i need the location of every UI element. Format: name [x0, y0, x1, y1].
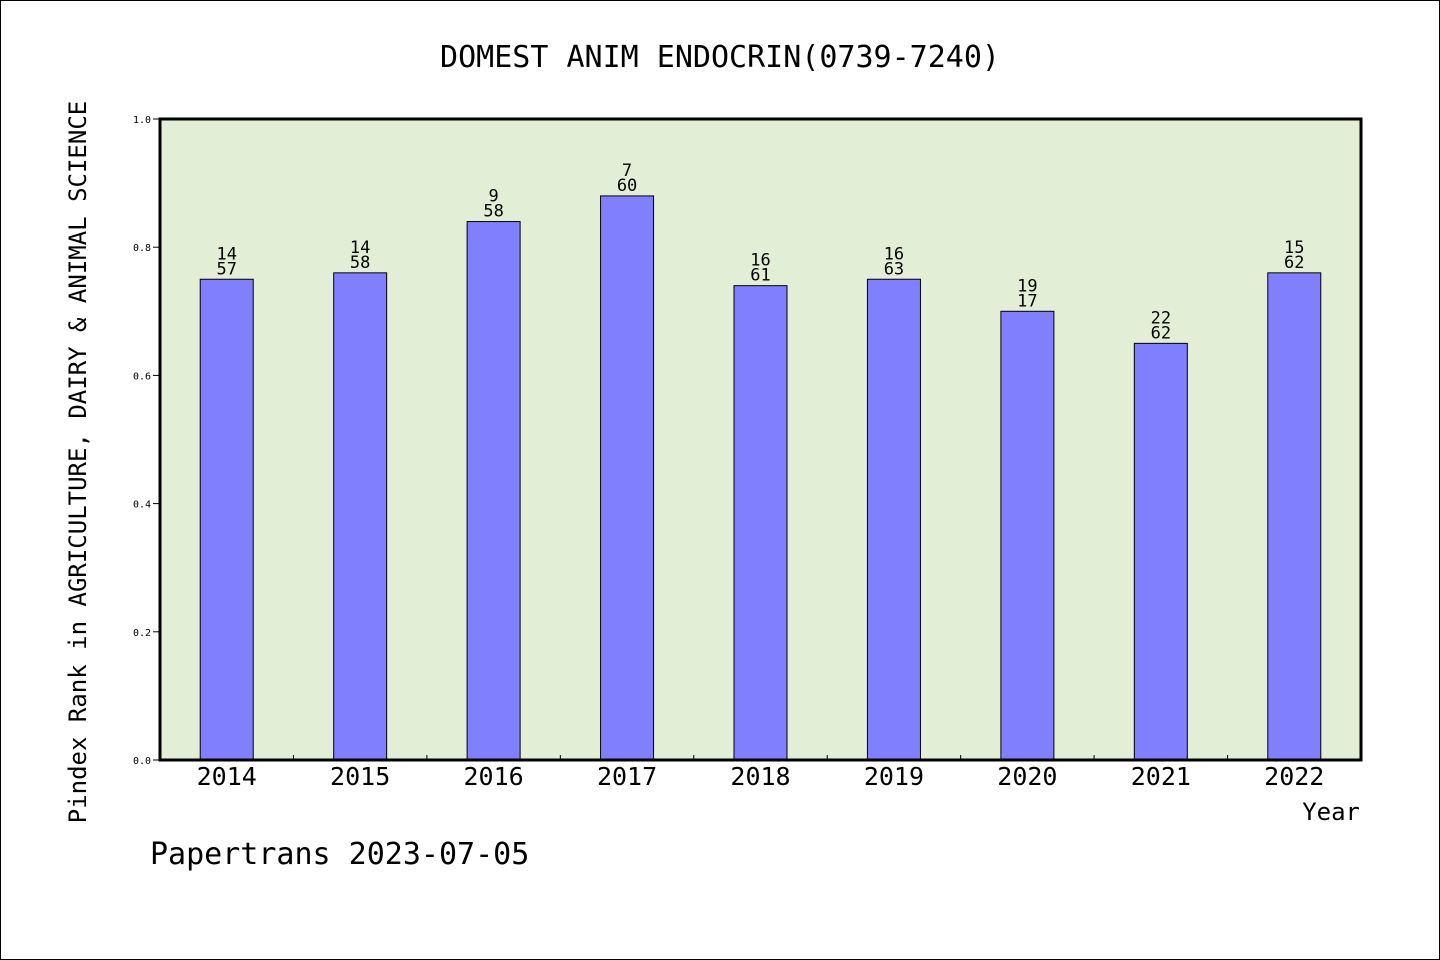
bar-label-top: 15: [1284, 238, 1304, 258]
y-tick-label: 0.8: [133, 243, 151, 254]
bar-label-bottom: 63: [884, 259, 904, 279]
x-tick-label: 2019: [864, 762, 924, 791]
bar-label-bottom: 62: [1284, 253, 1304, 273]
y-tick-label: 0.6: [133, 371, 151, 382]
plot-area: 0.00.20.40.60.81.01457201414582015958201…: [133, 115, 1363, 791]
x-axis-label: Year: [1302, 798, 1360, 826]
bar-label-bottom: 58: [483, 202, 503, 222]
x-tick-label: 2020: [997, 762, 1057, 791]
bar-label-bottom: 62: [1151, 323, 1171, 343]
chart-title: DOMEST ANIM ENDOCRIN(0739-7240): [440, 40, 1000, 75]
bar: [1133, 342, 1188, 761]
y-tick-label: 0.4: [133, 500, 151, 511]
x-tick-label: 2015: [330, 762, 390, 791]
bar: [600, 195, 655, 761]
plot-border: [158, 117, 1363, 762]
bar: [1000, 310, 1055, 761]
bar-label-bottom: 61: [750, 266, 770, 286]
bar: [733, 285, 788, 761]
bar-label-top: 16: [884, 244, 904, 264]
bar: [1267, 272, 1322, 761]
x-tick-label: 2017: [597, 762, 657, 791]
bar-label-top: 19: [1017, 276, 1037, 296]
y-tick-label: 1.0: [133, 115, 151, 126]
x-tick-label: 2021: [1131, 762, 1191, 791]
bar-label-bottom: 60: [617, 176, 637, 196]
bar-label-bottom: 17: [1017, 291, 1037, 311]
y-tick-label: 0.2: [133, 628, 151, 639]
bar-label-top: 14: [350, 238, 370, 258]
x-tick-label: 2014: [197, 762, 257, 791]
bar: [199, 278, 254, 761]
y-tick-label: 0.0: [133, 756, 151, 767]
x-tick-label: 2018: [730, 762, 790, 791]
bar-label-top: 9: [488, 187, 498, 207]
bar: [333, 272, 388, 761]
credit-text: Papertrans 2023-07-05: [150, 837, 529, 872]
x-tick-label: 2022: [1264, 762, 1324, 791]
bar-label-top: 16: [750, 251, 770, 271]
bar-label-bottom: 58: [350, 253, 370, 273]
bar-label-top: 14: [216, 244, 236, 264]
bar: [866, 278, 921, 761]
bar: [466, 221, 521, 761]
bar-label-top: 7: [622, 161, 632, 181]
x-tick-label: 2016: [464, 762, 524, 791]
bar-label-top: 22: [1151, 308, 1171, 328]
bar-label-bottom: 57: [216, 259, 236, 279]
y-axis-label: Pindex Rank in AGRICULTURE, DAIRY & ANIM…: [64, 101, 92, 823]
